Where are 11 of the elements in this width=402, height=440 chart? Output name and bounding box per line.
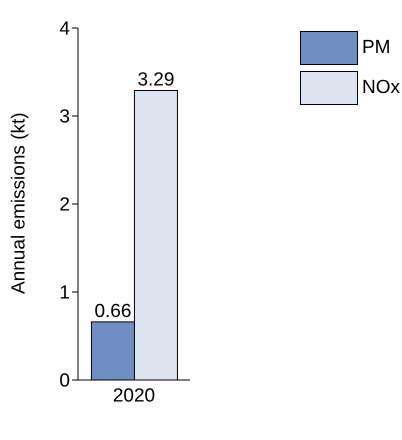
y-tick-label: 2 bbox=[59, 194, 70, 216]
y-tick-label: 4 bbox=[59, 18, 70, 40]
y-axis-title: Annual emissions (kt) bbox=[8, 112, 30, 294]
data-label: 3.29 bbox=[137, 69, 174, 90]
legend-label: PM bbox=[362, 37, 390, 59]
legend-label: NOx bbox=[362, 77, 400, 99]
y-tick-label: 3 bbox=[59, 106, 70, 128]
y-tick-label: 1 bbox=[59, 282, 70, 304]
data-label: 0.66 bbox=[94, 300, 132, 322]
y-tick-label: 0 bbox=[59, 370, 70, 392]
x-tick-label: 2020 bbox=[112, 385, 156, 406]
